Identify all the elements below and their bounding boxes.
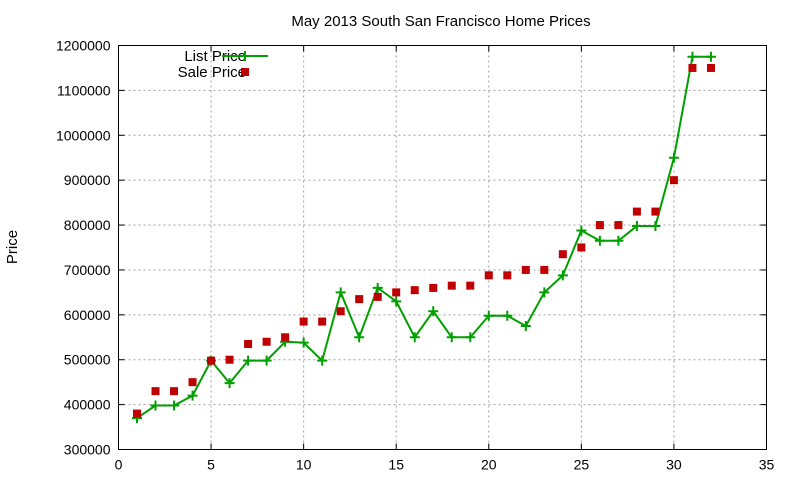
data-point (466, 281, 475, 290)
data-point (447, 281, 456, 290)
data-point (557, 270, 568, 281)
data-point (539, 287, 550, 298)
data-point (595, 221, 604, 230)
data-point (558, 250, 567, 259)
y-tick-label: 500000 (64, 352, 111, 368)
x-tick-label: 10 (296, 457, 312, 473)
data-point (392, 288, 401, 297)
data-point (520, 321, 531, 332)
data-point (576, 225, 587, 236)
x-tick-label: 35 (759, 457, 775, 473)
data-point (225, 355, 234, 364)
data-point (688, 63, 697, 72)
y-tick-label: 800000 (64, 217, 111, 233)
axis-ticks: 0 5 10 15 20 25 30 35 300000 400000 500000 600000 70… (56, 38, 775, 473)
data-point (243, 355, 254, 366)
series-line (136, 55, 711, 419)
data-point (187, 390, 198, 401)
data-point (429, 283, 438, 292)
data-point (262, 337, 271, 346)
data-point (169, 400, 180, 411)
data-point (540, 265, 549, 274)
data-point (261, 355, 272, 366)
data-point (668, 152, 679, 163)
data-point (650, 220, 661, 231)
data-point (244, 340, 253, 349)
x-tick-label: 0 (115, 457, 123, 473)
data-point (150, 400, 161, 411)
y-tick-label: 700000 (64, 262, 111, 278)
data-point (410, 286, 419, 295)
data-point (354, 332, 365, 343)
data-point (391, 296, 402, 307)
grid-lines (118, 45, 767, 450)
series-0 (132, 51, 716, 424)
y-tick-label: 1100000 (57, 82, 111, 98)
data-point (151, 387, 160, 396)
x-tick-label: 20 (481, 457, 497, 473)
y-tick-label: 400000 (64, 397, 111, 413)
series-layer (132, 51, 716, 424)
data-point (188, 378, 197, 387)
data-point (502, 310, 513, 321)
legend-marker (241, 68, 249, 76)
data-point (281, 333, 290, 342)
legend-label: Sale Price (178, 64, 246, 81)
data-point (335, 287, 346, 298)
plot-frame (118, 45, 767, 450)
data-point (224, 378, 235, 389)
y-tick-label: 900000 (64, 172, 111, 188)
data-point (631, 220, 642, 231)
y-tick-label: 300000 (64, 442, 111, 458)
data-point (336, 307, 345, 316)
data-point (465, 332, 476, 343)
y-tick-label: 1200000 (56, 38, 111, 54)
data-point (298, 337, 309, 348)
data-point (521, 265, 530, 274)
data-point (207, 356, 216, 365)
data-point (170, 387, 179, 396)
data-point (372, 282, 383, 293)
data-point (318, 317, 327, 326)
data-point (613, 235, 624, 246)
series-1 (133, 63, 715, 418)
x-tick-label: 25 (574, 457, 590, 473)
data-point (705, 51, 716, 62)
data-point (651, 207, 660, 216)
data-point (373, 292, 382, 301)
data-point (503, 271, 512, 280)
y-tick-label: 1000000 (56, 127, 111, 143)
legend-label: List Price (184, 48, 246, 65)
x-tick-label: 5 (207, 457, 215, 473)
data-point (446, 332, 457, 343)
data-point (687, 51, 698, 62)
data-point (632, 207, 641, 216)
data-point (355, 295, 364, 304)
data-point (428, 306, 439, 317)
chart-title: May 2013 South San Francisco Home Prices (291, 13, 590, 30)
data-point (706, 63, 715, 72)
data-point (409, 332, 420, 343)
data-point (299, 317, 308, 326)
data-point (669, 176, 678, 185)
data-point (133, 409, 142, 418)
x-tick-label: 15 (388, 457, 404, 473)
data-point (483, 310, 494, 321)
data-point (594, 235, 605, 246)
data-point (484, 271, 493, 280)
legend-marker (240, 51, 250, 61)
data-point (614, 221, 623, 230)
y-tick-label: 600000 (64, 307, 111, 323)
y-axis-label: Price (4, 230, 21, 264)
data-point (577, 243, 586, 252)
data-point (317, 355, 328, 366)
x-tick-label: 30 (666, 457, 682, 473)
